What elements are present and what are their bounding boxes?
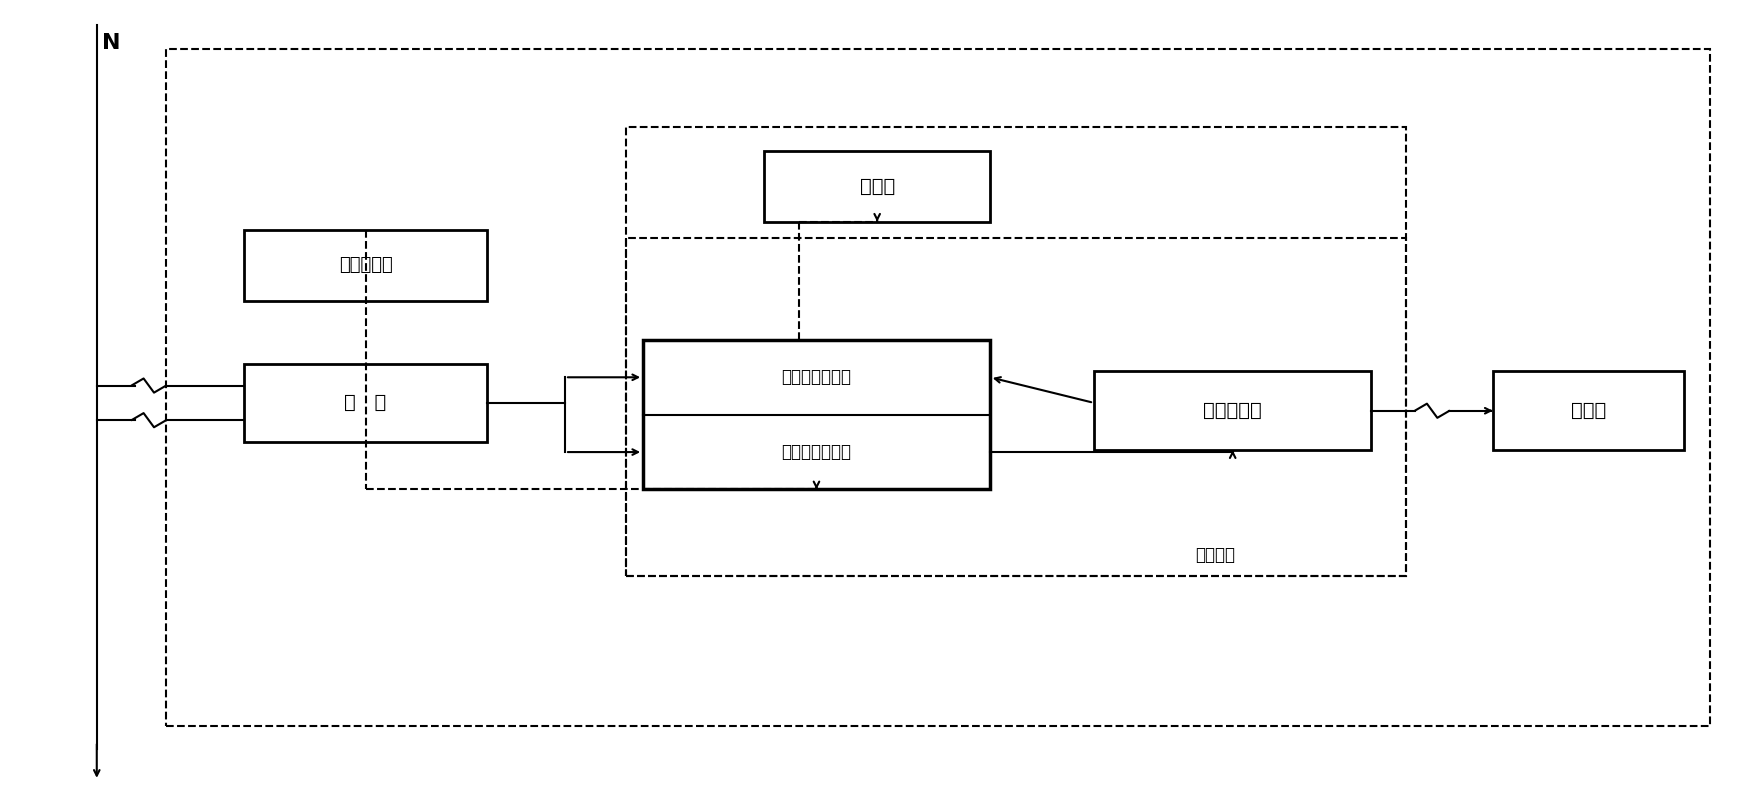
Text: N: N [102, 33, 120, 53]
Bar [1094, 371, 1372, 450]
Text: 中央处理器: 中央处理器 [1204, 401, 1263, 420]
Bar [625, 238, 1407, 576]
Bar [245, 230, 486, 300]
Text: 控制单元: 控制单元 [1195, 546, 1235, 564]
Text: 电   源: 电 源 [344, 393, 387, 412]
Bar [245, 363, 486, 442]
Text: 工控机: 工控机 [1570, 401, 1605, 420]
Text: 压力变送器: 压力变送器 [339, 256, 393, 274]
Bar [625, 127, 1407, 576]
Bar [643, 340, 990, 490]
Text: 模拟量输出单元: 模拟量输出单元 [782, 368, 851, 386]
Text: 背压阀: 背压阀 [860, 177, 895, 196]
Text: 模拟量输入单元: 模拟量输入单元 [782, 443, 851, 461]
Bar [764, 151, 990, 222]
Bar [1492, 371, 1683, 450]
Bar [167, 49, 1709, 726]
